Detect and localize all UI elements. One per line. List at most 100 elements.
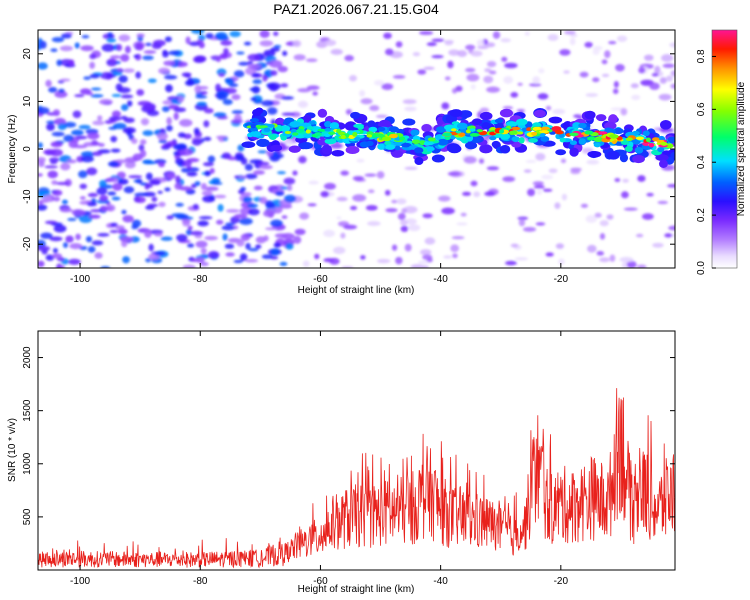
noise-blob: [270, 248, 280, 256]
noise-blob: [124, 160, 136, 169]
noise-blob: [133, 54, 139, 58]
noise-blob: [561, 193, 568, 201]
noise-blob: [92, 151, 103, 157]
noise-blob: [121, 103, 129, 111]
band-blob: [411, 139, 421, 145]
x-tick-label: -100: [70, 576, 90, 587]
noise-blob: [367, 189, 375, 194]
noise-blob: [143, 102, 156, 111]
band-blob: [598, 131, 608, 135]
noise-blob: [279, 261, 288, 267]
noise-blob: [123, 186, 135, 194]
band-blob: [625, 145, 633, 153]
band-blob: [539, 130, 550, 134]
x-tick-label: -80: [193, 274, 208, 285]
noise-blob: [247, 63, 262, 69]
noise-blob: [89, 73, 100, 79]
noise-blob: [181, 219, 191, 224]
noise-blob: [154, 251, 166, 256]
noise-blob: [302, 260, 310, 267]
noise-blob: [247, 61, 254, 65]
noise-blob: [238, 61, 250, 66]
noise-blob: [203, 136, 212, 142]
noise-blob: [116, 44, 123, 52]
noise-blob: [38, 142, 43, 149]
noise-blob: [187, 225, 193, 231]
noise-blob: [124, 45, 131, 54]
noise-blob: [473, 191, 481, 198]
noise-blob: [98, 142, 105, 147]
colorbar-tick-label: 0.0: [696, 261, 707, 275]
noise-blob: [657, 200, 669, 205]
noise-blob: [135, 71, 142, 79]
noise-blob: [308, 180, 319, 185]
band-blob: [312, 127, 319, 133]
colorbar-gradient: [711, 29, 738, 269]
noise-blob: [209, 167, 215, 174]
noise-blob: [324, 39, 337, 46]
band-blob: [491, 140, 501, 148]
noise-blob: [330, 48, 343, 55]
noise-blob: [88, 214, 101, 219]
band-blob: [314, 132, 322, 136]
noise-blob: [111, 71, 123, 76]
noise-blob: [111, 196, 121, 201]
noise-blob: [352, 175, 364, 181]
noise-blob: [360, 255, 366, 260]
noise-blob: [392, 75, 406, 79]
noise-blob: [535, 153, 546, 161]
noise-blob: [38, 204, 48, 211]
noise-blob: [450, 244, 460, 253]
noise-blob: [244, 163, 254, 171]
band-blob: [511, 136, 520, 143]
band-blob: [670, 151, 675, 159]
noise-blob: [224, 243, 235, 249]
colorbar-label: Normalized spectral amplitude: [736, 81, 747, 216]
noise-blob: [195, 256, 205, 264]
noise-blob: [151, 196, 158, 202]
noise-blob: [599, 257, 610, 263]
noise-blob: [39, 199, 49, 203]
noise-blob: [74, 42, 80, 49]
noise-blob: [275, 191, 285, 196]
noise-blob: [344, 55, 354, 62]
noise-blob: [198, 216, 213, 220]
noise-blob: [356, 158, 365, 163]
noise-blob: [149, 229, 164, 235]
band-blob: [464, 141, 478, 150]
noise-blob: [178, 186, 193, 191]
noise-blob: [72, 110, 82, 119]
noise-blob: [245, 173, 258, 180]
noise-blob: [200, 90, 208, 95]
noise-blob: [292, 170, 298, 176]
noise-blob: [444, 40, 454, 44]
noise-blob: [49, 157, 60, 163]
noise-blob: [548, 168, 558, 174]
noise-blob: [138, 144, 145, 152]
noise-blob: [123, 68, 135, 73]
noise-blob: [646, 192, 654, 197]
noise-blob: [215, 57, 222, 63]
figure-title: PAZ1.2026.067.21.15.G04: [273, 1, 439, 17]
noise-blob: [216, 92, 228, 101]
band-blob: [414, 157, 424, 165]
noise-blob: [250, 97, 257, 101]
noise-blob: [87, 132, 100, 140]
noise-blob: [181, 72, 192, 77]
noise-blob: [45, 220, 58, 225]
noise-blob: [404, 218, 417, 225]
noise-blob: [46, 120, 57, 124]
noise-blob: [587, 244, 597, 253]
band-blob: [648, 142, 655, 148]
noise-blob: [652, 242, 664, 248]
noise-blob: [599, 220, 609, 227]
noise-blob: [376, 258, 391, 264]
noise-blob: [225, 77, 235, 85]
band-blob: [499, 132, 511, 140]
noise-blob: [112, 122, 127, 130]
snr-panel: -100 -80 -60 -40 -20 500 1000 1500 2000 Height …: [7, 330, 676, 595]
noise-blob: [443, 255, 453, 259]
noise-blob: [200, 182, 207, 191]
band-blob: [596, 114, 607, 122]
band-blob: [645, 137, 651, 143]
